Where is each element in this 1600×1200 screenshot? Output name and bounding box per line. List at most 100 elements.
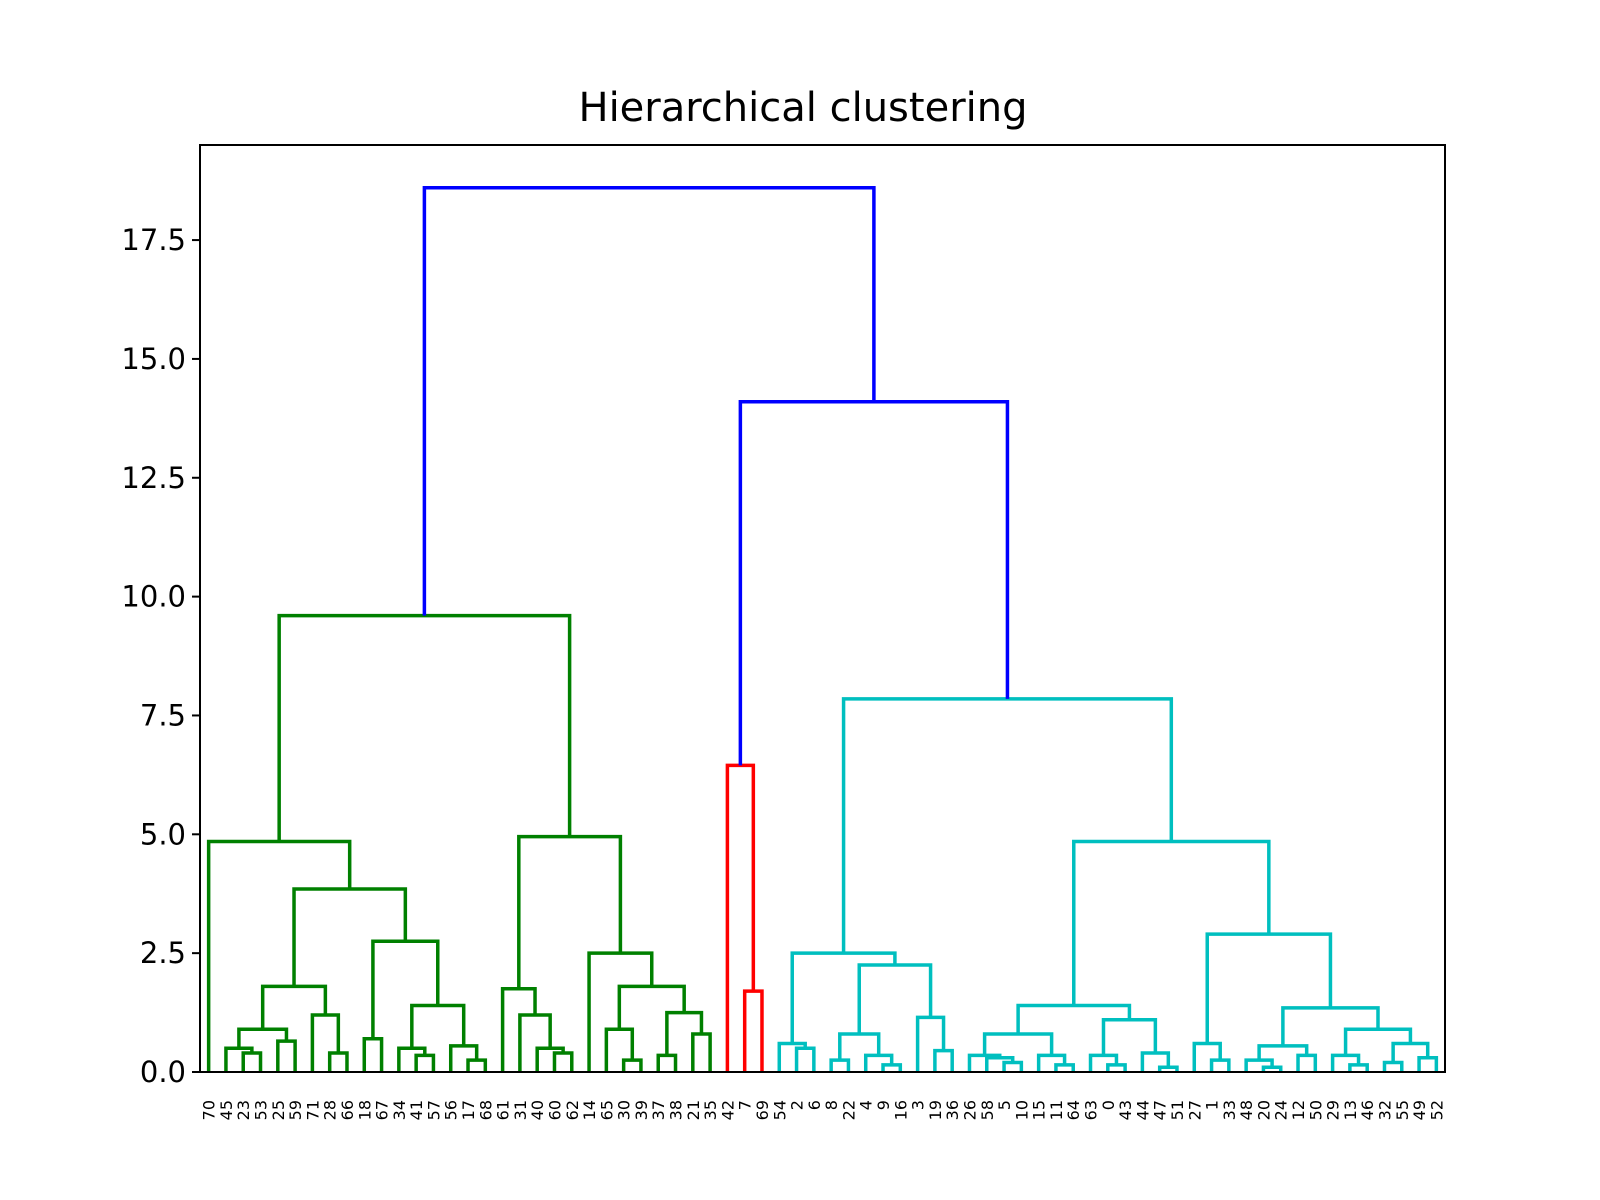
dendrogram-link-37 xyxy=(933,1048,954,1072)
dendrogram-link-57 xyxy=(1296,1053,1318,1072)
leaf-label: 19 xyxy=(926,1100,945,1120)
leaf-label: 43 xyxy=(1116,1100,1135,1120)
dendrogram-link-30 xyxy=(725,763,756,1072)
leaf-label: 17 xyxy=(459,1100,478,1120)
dendrogram-link-65 xyxy=(1281,1006,1380,1046)
leaf-label: 2 xyxy=(788,1100,807,1110)
leaf-label: 7 xyxy=(736,1100,755,1110)
leaf-label: 55 xyxy=(1393,1100,1412,1120)
leaf-label: 22 xyxy=(839,1100,858,1120)
dendrogram-links xyxy=(206,186,1439,1072)
dendrogram-link-24 xyxy=(665,1010,704,1056)
leaf-label: 52 xyxy=(1427,1100,1446,1120)
leaf-label: 46 xyxy=(1358,1100,1377,1120)
dendrogram-link-61 xyxy=(1382,1060,1404,1072)
y-tick-label: 12.5 xyxy=(121,461,186,495)
leaf-label: 30 xyxy=(615,1100,634,1120)
dendrogram-link-33 xyxy=(829,1058,851,1072)
leaf-label: 6 xyxy=(805,1100,824,1110)
dendrogram-link-27 xyxy=(517,834,623,989)
dendrogram-link-21 xyxy=(604,1027,635,1072)
leaf-label: 35 xyxy=(701,1100,720,1120)
dendrogram-link-59 xyxy=(1348,1063,1369,1072)
dendrogram-link-70 xyxy=(422,186,876,616)
dendrogram-link-41 xyxy=(1002,1060,1024,1072)
leaf-label: 0 xyxy=(1099,1100,1118,1110)
dendrogram-link-14 xyxy=(292,887,408,987)
y-tick-label: 10.0 xyxy=(121,580,186,614)
dendrogram-link-56 xyxy=(1244,1058,1274,1072)
leaf-label: 42 xyxy=(718,1100,737,1120)
leaf-label: 40 xyxy=(528,1100,547,1120)
dendrogram-link-28 xyxy=(277,613,572,842)
leaf-label: 9 xyxy=(874,1100,893,1110)
leaf-label: 45 xyxy=(217,1100,236,1120)
dendrogram-link-10 xyxy=(466,1058,488,1072)
y-tick-label: 0.0 xyxy=(140,1055,186,1089)
leaf-label: 27 xyxy=(1185,1100,1204,1120)
leaf-label: 38 xyxy=(667,1100,686,1120)
leaf-label: 8 xyxy=(822,1100,841,1110)
dendrogram-link-19 xyxy=(500,987,537,1072)
leaf-label: 26 xyxy=(960,1100,979,1120)
dendrogram-link-29 xyxy=(742,989,764,1072)
dendrogram-link-23 xyxy=(691,1032,712,1072)
dendrogram-link-54 xyxy=(1192,1041,1222,1072)
dendrogram-link-69 xyxy=(738,399,1010,766)
leaf-label: 37 xyxy=(649,1100,668,1120)
leaf-label: 53 xyxy=(252,1100,271,1120)
leaf-label: 5 xyxy=(995,1100,1014,1110)
leaf-label: 33 xyxy=(1220,1100,1239,1120)
leaf-label: 39 xyxy=(632,1100,651,1120)
dendrogram-link-50 xyxy=(1140,1051,1171,1072)
leaf-label: 63 xyxy=(1082,1100,1101,1120)
dendrogram-link-42 xyxy=(985,1055,1015,1072)
dendrogram-link-13 xyxy=(371,939,440,1039)
leaf-label: 1 xyxy=(1203,1100,1222,1110)
dendrogram-link-5 xyxy=(310,1013,341,1072)
leaf-label: 41 xyxy=(407,1100,426,1120)
dendrogram-link-6 xyxy=(260,984,328,1030)
leaf-label: 3 xyxy=(909,1100,928,1110)
leaf-label: 15 xyxy=(1030,1100,1049,1120)
y-axis: 0.0 2.5 5.0 7.5 10.0 12.5 15.0 17.5 xyxy=(121,223,200,1089)
dendrogram-link-34 xyxy=(881,1063,903,1072)
leaf-label: 44 xyxy=(1133,1100,1152,1120)
leaf-label: 11 xyxy=(1047,1100,1066,1120)
leaf-label: 20 xyxy=(1254,1100,1273,1120)
leaf-label: 34 xyxy=(390,1100,409,1120)
leaf-label: 49 xyxy=(1410,1100,1429,1120)
leaf-label: 64 xyxy=(1064,1100,1083,1120)
leaf-label: 68 xyxy=(476,1100,495,1120)
dendrogram-link-47 xyxy=(1106,1063,1127,1072)
dendrogram-link-64 xyxy=(1343,1027,1413,1056)
leaf-label: 70 xyxy=(200,1100,219,1120)
dendrogram-link-25 xyxy=(617,984,686,1030)
leaf-label: 48 xyxy=(1237,1100,1256,1120)
x-axis: 7045235325597128661867344157561768613140… xyxy=(200,1100,1447,1120)
dendrogram-link-12 xyxy=(410,1003,466,1049)
y-tick-label: 2.5 xyxy=(140,936,186,970)
leaf-label: 25 xyxy=(269,1100,288,1120)
dendrogram-link-32 xyxy=(777,1041,807,1072)
dendrogram-link-51 xyxy=(1101,1017,1158,1056)
leaf-label: 51 xyxy=(1168,1100,1187,1120)
leaf-label: 4 xyxy=(857,1100,876,1110)
dendrogram-link-66 xyxy=(1205,932,1333,1044)
dendrogram-link-26 xyxy=(587,951,654,1072)
leaf-label: 61 xyxy=(494,1100,513,1120)
leaf-label: 71 xyxy=(303,1100,322,1120)
dendrogram-link-52 xyxy=(1016,1003,1132,1034)
leaf-label: 54 xyxy=(770,1100,789,1120)
dendrogram-link-3 xyxy=(237,1027,289,1049)
y-tick-label: 15.0 xyxy=(121,342,186,376)
leaf-label: 60 xyxy=(545,1100,564,1120)
dendrogram-link-67 xyxy=(1072,839,1271,1006)
leaf-label: 66 xyxy=(338,1100,357,1120)
leaf-label: 58 xyxy=(978,1100,997,1120)
leaf-label: 69 xyxy=(753,1100,772,1120)
dendrogram-link-16 xyxy=(552,1051,574,1072)
dendrogram-link-62 xyxy=(1417,1055,1439,1072)
dendrogram-link-18 xyxy=(518,1013,552,1072)
